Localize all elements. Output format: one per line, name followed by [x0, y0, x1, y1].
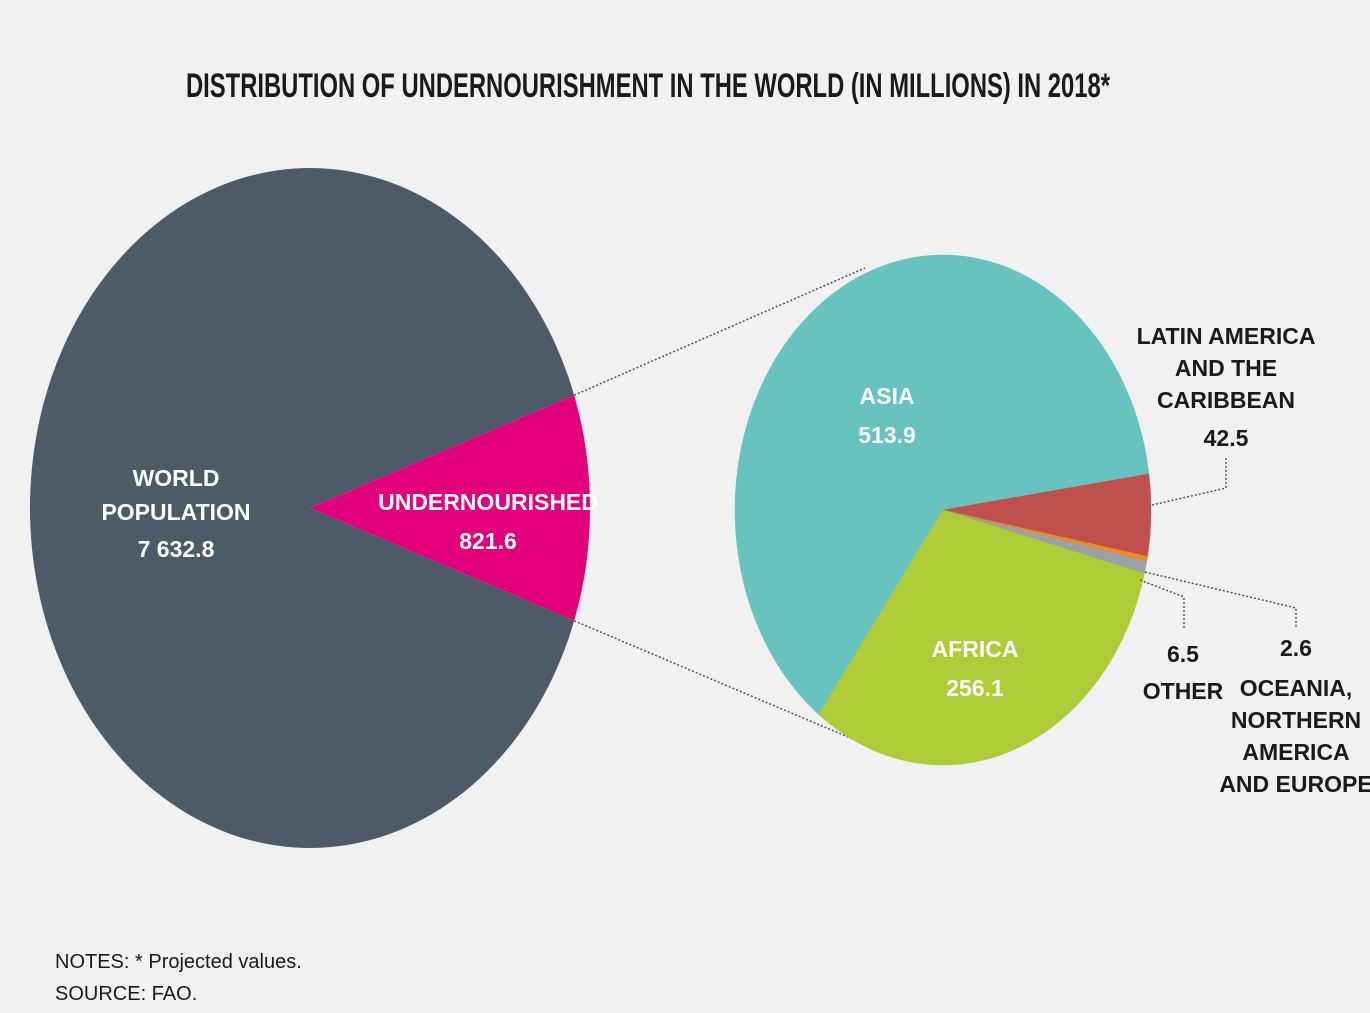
slice-labels: WORLD POPULATION 7 632.8 UNDERNOURISHED 821.… [101, 323, 1370, 797]
slice-world-population [29, 168, 575, 849]
leader-oceania [1144, 571, 1297, 628]
label-oceania: OCEANIA, NORTHERN AMERICA AND EUROPE [1219, 675, 1370, 797]
label-other: OTHER [1143, 678, 1224, 704]
label-latin-america-line: CARIBBEAN [1157, 387, 1295, 413]
value-world-population: 7 632.8 [138, 536, 215, 562]
leader-latin-america [1151, 458, 1227, 506]
source-text: SOURCE: FAO. [55, 983, 197, 1005]
label-latin-america-line: LATIN AMERICA [1137, 323, 1316, 349]
connector-top [573, 267, 866, 396]
label-world-population-line: POPULATION [101, 499, 250, 525]
leader-other [1139, 579, 1185, 628]
value-latin-america: 42.5 [1204, 425, 1249, 451]
label-world-population: WORLD POPULATION [101, 465, 250, 525]
chart-title: DISTRIBUTION OF UNDERNOURISHMENT IN THE … [186, 67, 1111, 105]
label-asia: ASIA [860, 383, 915, 409]
label-oceania-line: OCEANIA, [1240, 675, 1352, 701]
label-other-line: OTHER [1143, 678, 1224, 704]
label-africa: AFRICA [932, 636, 1019, 662]
slice-africa [818, 509, 1145, 766]
value-latin-america-line: 42.5 [1204, 425, 1249, 451]
label-oceania-line: NORTHERN [1231, 707, 1361, 733]
label-africa-line: AFRICA [932, 636, 1019, 662]
value-africa-line: 256.1 [946, 675, 1004, 701]
label-world-population-line: WORLD [133, 465, 220, 491]
value-oceania-line: 2.6 [1280, 635, 1312, 661]
label-oceania-line: AND EUROPE [1219, 771, 1370, 797]
slice-undernourished [310, 395, 590, 621]
value-asia-line: 513.9 [858, 422, 916, 448]
label-undernourished: UNDERNOURISHED [378, 489, 598, 515]
value-oceania: 2.6 [1280, 635, 1312, 661]
value-africa: 256.1 [946, 675, 1004, 701]
value-asia: 513.9 [858, 422, 916, 448]
label-undernourished-line: UNDERNOURISHED [378, 489, 598, 515]
label-oceania-line: AMERICA [1242, 739, 1349, 765]
value-undernourished: 821.6 [459, 528, 517, 554]
value-undernourished-line: 821.6 [459, 528, 517, 554]
connector-bottom [573, 620, 863, 744]
notes-text: NOTES: * Projected values. [55, 951, 302, 973]
label-asia-line: ASIA [860, 383, 915, 409]
undernourished-breakdown-pie [734, 254, 1152, 766]
value-other: 6.5 [1167, 641, 1199, 667]
value-world-population-line: 7 632.8 [138, 536, 215, 562]
label-latin-america-line: AND THE [1175, 355, 1277, 381]
zoom-connectors [573, 267, 866, 744]
slice-asia [734, 254, 1150, 715]
value-other-line: 6.5 [1167, 641, 1199, 667]
label-latin-america: LATIN AMERICA AND THE CARIBBEAN [1137, 323, 1316, 413]
world-population-pie [29, 168, 590, 849]
